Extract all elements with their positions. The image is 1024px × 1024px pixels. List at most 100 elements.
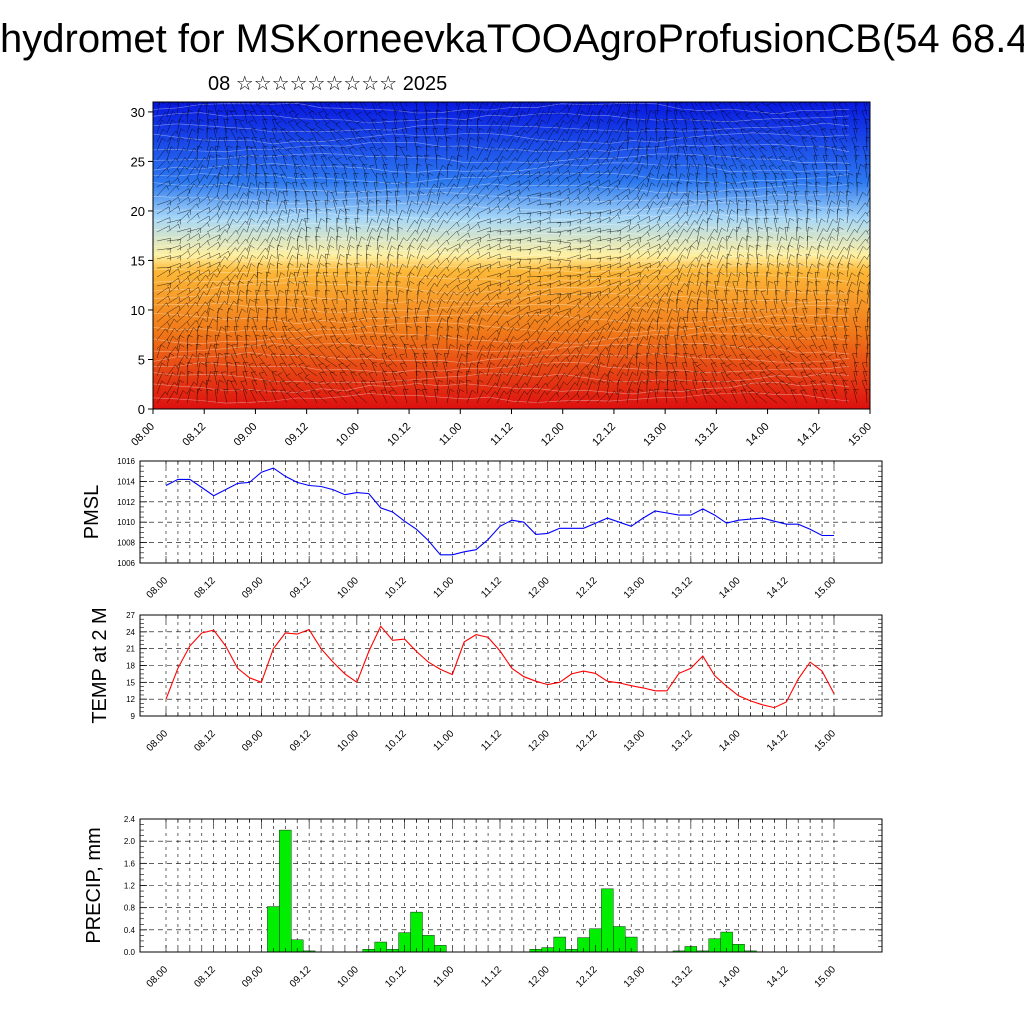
wind-barb: [476, 118, 483, 134]
wind-barb: [626, 362, 635, 377]
wind-barb: [748, 390, 758, 404]
wind-barb: [276, 236, 286, 251]
wind-barb: [236, 211, 249, 224]
wind-barb: [755, 199, 761, 215]
wind-barb: [396, 289, 404, 305]
wind-barb: [717, 354, 728, 368]
wind-barb: [616, 311, 630, 323]
wind-barb: [536, 319, 549, 332]
wind-barb: [186, 286, 201, 296]
wind-barb: [686, 256, 699, 269]
wind-barb: [456, 370, 463, 386]
wind-barb: [673, 380, 679, 395]
wind-barb: [386, 298, 392, 314]
wind-barb: [226, 257, 240, 269]
wind-barb: [691, 155, 698, 170]
wind-barb: [291, 102, 298, 107]
wind-barb: [596, 279, 611, 287]
wind-barb: [749, 155, 758, 170]
wind-barb: [336, 345, 348, 359]
wind-barb: [596, 110, 605, 125]
x-tick-label: 14.12: [765, 964, 791, 990]
wind-barb: [315, 271, 322, 287]
wind-barb: [636, 128, 646, 143]
wind-barb: [276, 272, 286, 287]
wind-barb: [646, 201, 658, 215]
wind-barb: [166, 381, 178, 395]
wind-barb: [443, 128, 450, 143]
contour-line: [153, 232, 850, 244]
wind-barb: [636, 266, 650, 278]
wind-barb: [206, 261, 221, 269]
wind-barb: [864, 163, 870, 179]
wind-barb: [816, 111, 828, 125]
wind-barb: [250, 353, 258, 368]
wind-barb: [636, 242, 651, 251]
wind-barb: [596, 118, 605, 134]
wind-barb: [646, 293, 660, 305]
wind-barb: [176, 295, 191, 305]
wind-barb: [156, 137, 166, 152]
wind-barb: [366, 345, 378, 359]
wind-barb: [516, 159, 530, 170]
wind-barb: [546, 304, 561, 314]
wind-barb: [846, 289, 854, 305]
wind-barb: [596, 187, 611, 197]
wind-barb: [749, 317, 758, 332]
wind-barb: [242, 389, 249, 404]
wind-barb: [767, 156, 778, 170]
wind-barb: [506, 314, 521, 323]
wind-barb: [586, 159, 600, 170]
y-tick-label: 5: [138, 352, 145, 367]
wind-barb: [796, 345, 808, 359]
wind-barb: [287, 318, 298, 332]
wind-barb: [576, 319, 589, 332]
wind-barb: [566, 148, 579, 161]
wind-barb: [758, 110, 768, 125]
wind-barb: [236, 200, 247, 215]
wind-barb: [516, 286, 530, 296]
wind-barb: [426, 274, 439, 287]
wind-barb: [776, 271, 784, 287]
wind-barb: [243, 110, 250, 125]
wind-barb: [345, 298, 351, 314]
wind-barb: [546, 158, 560, 170]
wind-barb: [315, 391, 328, 404]
wind-barb: [506, 275, 522, 281]
wind-barb: [266, 228, 278, 242]
wind-barb: [720, 110, 728, 125]
wind-barb: [302, 308, 309, 323]
wind-barb: [576, 110, 586, 125]
wind-barb: [176, 147, 188, 161]
wind-barb: [486, 205, 501, 215]
wind-barb: [246, 228, 258, 242]
wind-barb: [476, 166, 489, 179]
wind-barb: [234, 118, 241, 134]
wind-barb: [456, 110, 466, 125]
wind-barb: [361, 380, 368, 395]
wind-barb: [656, 155, 667, 170]
wind-barb: [689, 353, 698, 368]
wind-barb: [306, 208, 313, 224]
wind-barb: [364, 280, 370, 296]
x-tick-label: 11.00: [431, 575, 456, 600]
wind-barb: [304, 364, 318, 377]
contour-line: [153, 352, 850, 364]
wind-barb: [176, 354, 188, 368]
wind-barb: [773, 299, 779, 314]
x-tick-label: 15.00: [813, 575, 839, 601]
wind-barb: [797, 381, 808, 395]
wind-barb: [386, 208, 395, 224]
wind-barb: [596, 228, 611, 235]
wind-barb: [846, 272, 856, 287]
wind-barb: [246, 273, 258, 287]
y-tick-label: 25: [131, 154, 145, 169]
wind-barb: [476, 317, 486, 332]
wind-barb: [654, 145, 661, 161]
wind-barb: [636, 118, 645, 134]
wind-barb: [456, 316, 464, 332]
wind-barb: [166, 277, 181, 287]
wind-barb: [566, 226, 581, 233]
wind-barb: [836, 280, 842, 295]
wind-barb: [291, 308, 298, 323]
